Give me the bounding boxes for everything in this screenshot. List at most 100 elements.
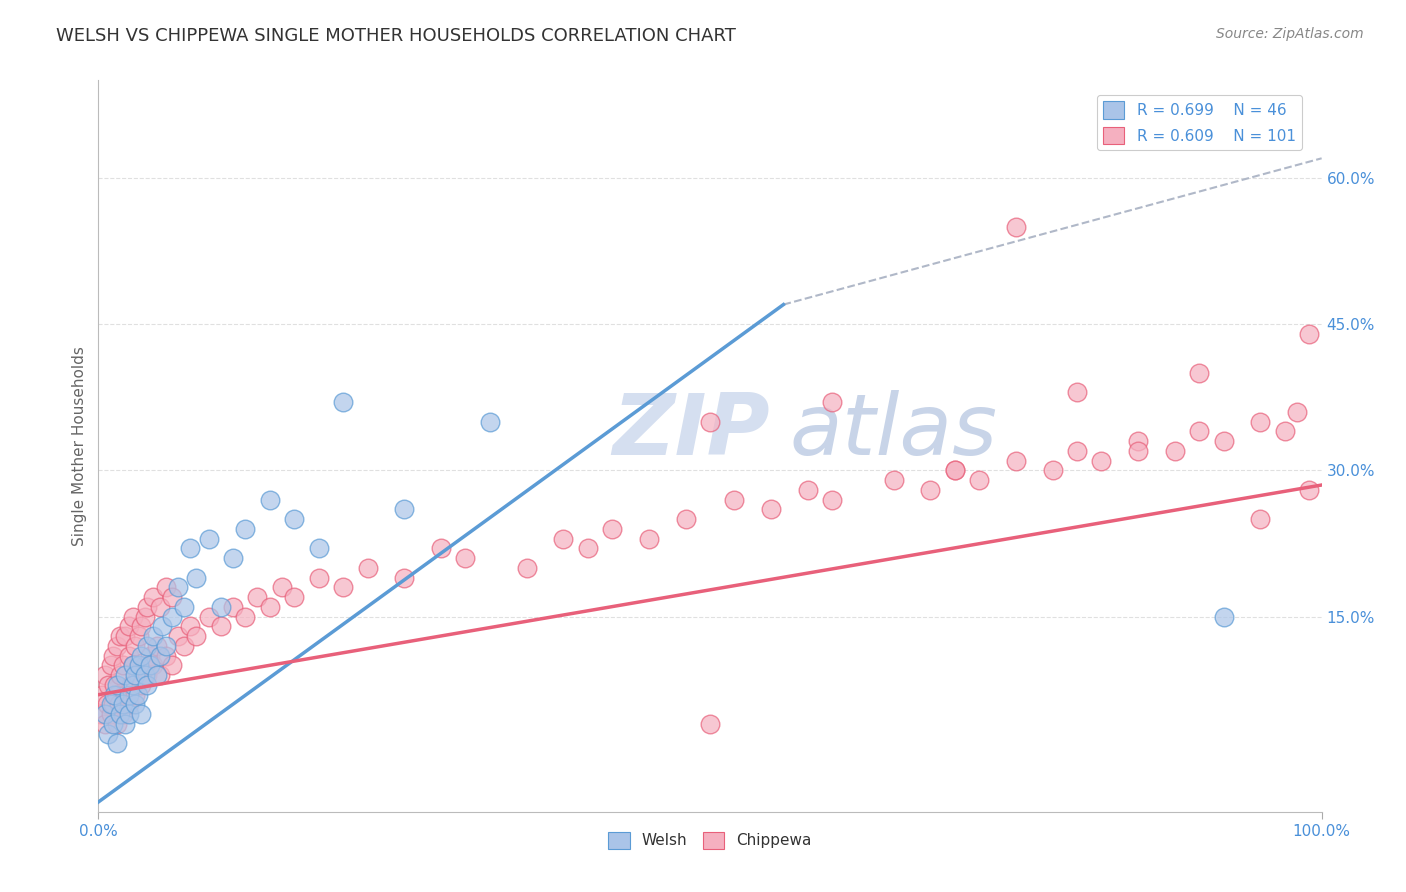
Point xyxy=(1249,512,1271,526)
Point xyxy=(1274,425,1296,439)
Point xyxy=(121,658,143,673)
Point xyxy=(150,619,173,633)
Point xyxy=(139,658,162,673)
Point xyxy=(103,688,125,702)
Point xyxy=(124,698,146,712)
Point xyxy=(91,688,114,702)
Point xyxy=(129,648,152,663)
Point xyxy=(233,609,256,624)
Point xyxy=(430,541,453,556)
Point xyxy=(118,648,141,663)
Point xyxy=(943,463,966,477)
Point xyxy=(134,609,156,624)
Point xyxy=(1212,434,1234,449)
Point xyxy=(127,688,149,702)
Point xyxy=(146,639,169,653)
Point xyxy=(121,609,143,624)
Point xyxy=(259,599,281,614)
Point xyxy=(209,619,232,633)
Point xyxy=(197,532,219,546)
Point xyxy=(134,658,156,673)
Point xyxy=(515,561,537,575)
Point xyxy=(209,599,232,614)
Point xyxy=(308,541,330,556)
Point xyxy=(797,483,820,497)
Point xyxy=(105,736,128,750)
Point xyxy=(129,707,152,722)
Point xyxy=(1066,443,1088,458)
Point xyxy=(100,707,122,722)
Point xyxy=(222,599,245,614)
Point xyxy=(105,717,128,731)
Point xyxy=(308,571,330,585)
Point xyxy=(124,668,146,682)
Point xyxy=(118,707,141,722)
Point xyxy=(821,395,844,409)
Point xyxy=(637,532,661,546)
Point xyxy=(149,648,172,663)
Point xyxy=(111,698,134,712)
Legend: Welsh, Chippewa: Welsh, Chippewa xyxy=(602,825,818,855)
Point xyxy=(761,502,783,516)
Point xyxy=(110,629,132,643)
Point xyxy=(118,698,141,712)
Point xyxy=(173,639,195,653)
Point xyxy=(233,522,256,536)
Point xyxy=(155,648,177,663)
Point xyxy=(114,717,136,731)
Point xyxy=(146,668,169,682)
Point xyxy=(160,590,183,604)
Point xyxy=(111,707,134,722)
Point xyxy=(600,522,623,536)
Point xyxy=(93,717,115,731)
Point xyxy=(1128,443,1150,458)
Point xyxy=(101,648,124,663)
Point xyxy=(103,678,125,692)
Point xyxy=(155,639,177,653)
Point xyxy=(142,658,165,673)
Point xyxy=(120,678,142,692)
Point xyxy=(454,551,477,566)
Point xyxy=(105,678,128,692)
Point xyxy=(283,590,305,604)
Point xyxy=(1188,366,1211,380)
Point xyxy=(121,658,143,673)
Point xyxy=(160,658,183,673)
Point xyxy=(1004,219,1026,234)
Point xyxy=(114,629,136,643)
Point xyxy=(332,395,354,409)
Point xyxy=(129,619,152,633)
Point xyxy=(197,609,219,624)
Point xyxy=(136,639,159,653)
Point xyxy=(723,492,745,507)
Point xyxy=(114,688,136,702)
Text: atlas: atlas xyxy=(790,390,997,473)
Point xyxy=(97,678,120,692)
Point xyxy=(356,561,378,575)
Point xyxy=(553,532,575,546)
Point xyxy=(920,483,942,497)
Y-axis label: Single Mother Households: Single Mother Households xyxy=(72,346,87,546)
Point xyxy=(90,707,112,722)
Text: ZIP: ZIP xyxy=(612,390,770,473)
Point xyxy=(943,463,966,477)
Point xyxy=(1298,326,1320,341)
Point xyxy=(1188,425,1211,439)
Point xyxy=(186,571,208,585)
Point xyxy=(149,668,172,682)
Point xyxy=(259,492,281,507)
Point xyxy=(1066,385,1088,400)
Point xyxy=(1249,415,1271,429)
Point xyxy=(105,639,128,653)
Point xyxy=(883,473,905,487)
Text: Source: ZipAtlas.com: Source: ZipAtlas.com xyxy=(1216,27,1364,41)
Point xyxy=(699,717,721,731)
Point xyxy=(111,658,134,673)
Point xyxy=(167,581,190,595)
Point xyxy=(160,609,183,624)
Point xyxy=(108,698,131,712)
Point xyxy=(155,581,177,595)
Point xyxy=(93,668,115,682)
Point xyxy=(118,619,141,633)
Point xyxy=(124,688,146,702)
